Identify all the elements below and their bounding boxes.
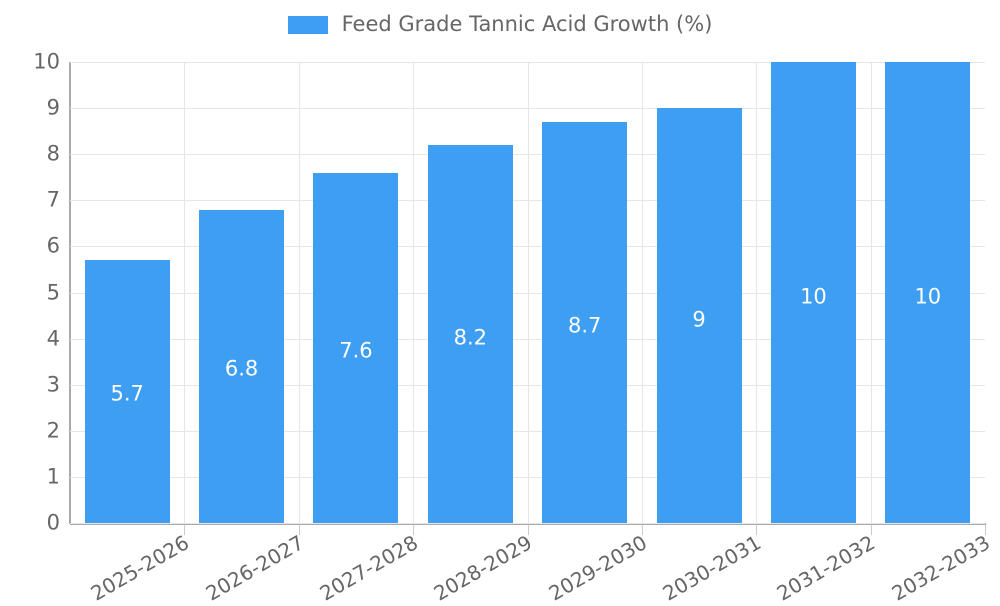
x-axis-tick-label: 2031-2032 bbox=[773, 530, 880, 606]
bar[interactable]: 6.8 bbox=[199, 209, 285, 523]
y-axis-tick-label: 10 bbox=[33, 49, 60, 74]
x-axis-tick-mark bbox=[413, 525, 414, 535]
y-axis-tick-label: 9 bbox=[46, 95, 60, 120]
x-axis-tick-label: 2027-2028 bbox=[315, 530, 422, 606]
x-axis-tick-label: 2026-2027 bbox=[201, 530, 308, 606]
y-axis-tick-label: 5 bbox=[46, 280, 60, 304]
chart-legend: Feed Grade Tannic Acid Growth (%) bbox=[0, 14, 1000, 35]
x-axis-line bbox=[70, 523, 986, 525]
x-axis-tick-mark bbox=[642, 525, 643, 535]
y-axis-tick-label: 4 bbox=[46, 326, 60, 351]
y-axis-tick-label: 2 bbox=[46, 418, 60, 443]
gridline-vertical bbox=[184, 62, 185, 523]
gridline-horizontal bbox=[70, 108, 985, 110]
legend-label: Feed Grade Tannic Acid Growth (%) bbox=[341, 12, 713, 36]
x-axis-tick-label: 2025-2026 bbox=[86, 530, 194, 606]
y-axis-tick-label: 7 bbox=[46, 187, 60, 212]
legend-color-swatch bbox=[287, 15, 328, 34]
gridline-horizontal bbox=[70, 338, 985, 340]
y-axis-tick-label: 0 bbox=[46, 510, 60, 535]
bar[interactable]: 5.7 bbox=[84, 260, 170, 523]
y-axis-tick-label: 8 bbox=[46, 141, 60, 166]
gridline-horizontal bbox=[70, 384, 985, 386]
bar-value-label: 9 bbox=[692, 307, 706, 332]
bar[interactable]: 8.7 bbox=[542, 121, 628, 523]
y-axis-tick-label: 1 bbox=[46, 464, 60, 489]
bar-value-label: 8.2 bbox=[453, 325, 488, 350]
x-axis-tick-mark bbox=[184, 525, 185, 535]
x-axis-tick-mark bbox=[528, 525, 529, 535]
x-axis-tick-mark bbox=[871, 525, 872, 535]
bar-value-label: 6.8 bbox=[224, 356, 259, 381]
gridline-horizontal bbox=[70, 200, 985, 202]
x-axis-tick-label: 2029-2030 bbox=[544, 530, 651, 606]
bar[interactable]: 9 bbox=[656, 108, 742, 523]
gridline-vertical bbox=[528, 62, 529, 523]
x-axis-tick-mark bbox=[299, 525, 300, 535]
gridline-vertical bbox=[413, 62, 414, 523]
bar-value-label: 10 bbox=[800, 284, 827, 309]
bar-value-label: 5.7 bbox=[110, 381, 144, 406]
gridline-vertical bbox=[871, 62, 872, 523]
y-axis-tick-label: 3 bbox=[46, 372, 60, 397]
bar-value-label: 7.6 bbox=[339, 338, 373, 363]
x-axis-tick-label: 2030-2031 bbox=[658, 530, 766, 606]
plot-area: 5.7 6.8 7.6 8.2 8.7 9 10 10 bbox=[70, 62, 985, 524]
gridline-horizontal bbox=[70, 154, 985, 156]
bar[interactable]: 10 bbox=[885, 62, 971, 523]
x-axis-tick-label: 2028-2029 bbox=[429, 530, 537, 606]
gridline-horizontal bbox=[70, 292, 985, 294]
x-axis-tick-mark bbox=[756, 525, 757, 535]
y-axis-tick-labels: 0 1 2 3 4 5 6 7 8 9 10 bbox=[0, 0, 60, 600]
gridline-vertical bbox=[642, 62, 643, 523]
gridline-vertical bbox=[756, 62, 757, 523]
bar[interactable]: 10 bbox=[770, 62, 856, 523]
bar[interactable]: 7.6 bbox=[313, 172, 399, 523]
gridline-horizontal bbox=[70, 476, 985, 478]
y-axis-tick-label: 6 bbox=[46, 233, 60, 258]
gridline-horizontal bbox=[70, 523, 985, 524]
gridline-horizontal bbox=[70, 246, 985, 248]
x-axis-tick-label: 2032-2033 bbox=[887, 530, 994, 606]
bar-value-label: 8.7 bbox=[567, 313, 602, 338]
gridline-vertical bbox=[299, 62, 300, 523]
x-axis-tick-mark bbox=[985, 525, 986, 535]
bar[interactable]: 8.2 bbox=[427, 144, 513, 523]
gridline-horizontal bbox=[70, 62, 985, 63]
bar-value-label: 10 bbox=[914, 284, 942, 309]
gridline-horizontal bbox=[70, 430, 985, 432]
